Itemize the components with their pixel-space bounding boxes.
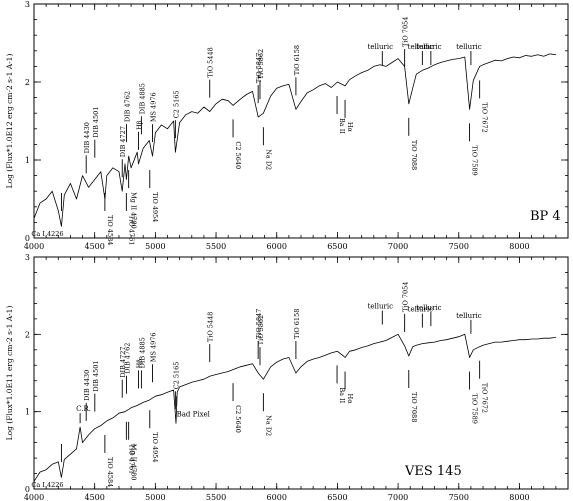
x-tick-label: 6000 bbox=[267, 493, 287, 501]
x-tick-label: 6500 bbox=[327, 242, 347, 251]
feature-label-top: TiO 6158 bbox=[293, 45, 301, 75]
x-tick-label: 7000 bbox=[388, 493, 408, 501]
feature-label-bottom: TiO 7589 bbox=[471, 394, 479, 424]
feature-label-top: DIB 4885 bbox=[138, 83, 146, 114]
y-tick-label: 1 bbox=[25, 408, 30, 417]
feature-label-top: telluric bbox=[456, 43, 482, 51]
feature-label-bottom: TiO 4584 bbox=[106, 457, 114, 487]
feature-label-top: DIB 4762 bbox=[123, 91, 131, 122]
annotation-label: Bad Pixel bbox=[177, 410, 211, 418]
y-tick-label: 0 bbox=[25, 485, 30, 494]
feature-label-top: MS 4976 bbox=[149, 92, 157, 122]
x-tick-label: 5000 bbox=[145, 493, 165, 501]
feature-label-top: telluric bbox=[456, 312, 482, 320]
feature-label-bottom: TiO 7589 bbox=[471, 145, 479, 175]
feature-label-top: DIB 4727 bbox=[119, 346, 127, 377]
feature-label-bottom: C2 5640 bbox=[234, 405, 242, 433]
feature-label-top: TiO 6158 bbox=[293, 309, 301, 339]
feature-label-top: DIB 4501 bbox=[92, 360, 100, 391]
x-tick-label: 4500 bbox=[85, 242, 105, 251]
feature-label-top: DIB 4762 bbox=[123, 343, 131, 374]
x-tick-label: 4500 bbox=[85, 493, 105, 501]
y-axis-label: Log (Flux*1.0E11 erg cm-2 s-1 A-1) bbox=[5, 306, 14, 441]
feature-label-bottom: TiO 7088 bbox=[410, 140, 418, 170]
feature-label-top: TiO 5862 bbox=[257, 315, 265, 345]
feature-label-top: C2 5165 bbox=[172, 362, 180, 390]
feature-label-top: DIB 4501 bbox=[92, 107, 100, 138]
spectrum-line-2 bbox=[33, 333, 556, 482]
x-tick-label: 4000 bbox=[24, 242, 44, 251]
feature-label-bottom: TiO 7672 bbox=[481, 383, 489, 413]
feature-label-top: telluric bbox=[416, 304, 442, 312]
feature-label-top: TiO 5862 bbox=[257, 49, 265, 79]
feature-label-top: MS 4976 bbox=[149, 332, 157, 362]
feature-label-bottom: Ba II bbox=[338, 387, 346, 403]
feature-label-bottom: TiO 4954 bbox=[151, 432, 159, 462]
object-label: VES 145 bbox=[404, 464, 462, 479]
feature-label-top: TiO 5847 bbox=[255, 53, 263, 83]
feature-label-top: Hβ bbox=[135, 359, 143, 369]
feature-label-top: TiO 7054 bbox=[402, 17, 410, 47]
y-tick-label: 3 bbox=[25, 253, 30, 262]
x-tick-label: 8000 bbox=[509, 493, 529, 501]
plot-frame-2 bbox=[33, 256, 569, 490]
feature-label-top: DIB 4727 bbox=[119, 126, 127, 157]
feature-label-bottom: TiO 4761 bbox=[127, 215, 135, 245]
x-tick-label: 5500 bbox=[206, 493, 226, 501]
feature-label-top: TiO 5448 bbox=[207, 47, 215, 77]
feature-label-top: telluric bbox=[408, 43, 434, 51]
x-tick-label: 6500 bbox=[327, 493, 347, 501]
x-tick-label: 8000 bbox=[509, 242, 529, 251]
x-tick-label: 7500 bbox=[449, 242, 469, 251]
y-tick-label: 2 bbox=[25, 330, 30, 339]
x-tick-label: 7000 bbox=[388, 242, 408, 251]
x-tick-label: 6000 bbox=[267, 242, 287, 251]
y-tick-label: 2 bbox=[25, 78, 30, 87]
y-tick-label: 0 bbox=[25, 234, 30, 243]
feature-label-bottom: TiO 4954 bbox=[151, 192, 159, 222]
feature-label-bottom: Ca I 4226 bbox=[31, 481, 63, 489]
feature-label-top: DIB 4430 bbox=[83, 122, 91, 153]
feature-label-bottom: TiO 4761 bbox=[127, 444, 135, 474]
feature-label-top: telluric bbox=[416, 43, 442, 51]
x-tick-label: 7500 bbox=[449, 493, 469, 501]
feature-label-bottom: Mg II 4780 bbox=[130, 192, 138, 229]
feature-label-bottom: C2 5640 bbox=[234, 141, 242, 169]
spectrum-line-1 bbox=[33, 53, 556, 227]
annotation-label: C.R. bbox=[76, 405, 91, 413]
feature-label-bottom: TiO 7672 bbox=[481, 102, 489, 132]
feature-label-bottom: Na D2 bbox=[264, 415, 272, 436]
feature-label-bottom: Hα bbox=[346, 122, 354, 133]
feature-label-bottom: TiO 4584 bbox=[106, 215, 114, 245]
feature-label-top: DIB 4885 bbox=[138, 337, 146, 368]
y-axis-label: Log (Flux*1.0E12 erg cm-2 s-1 A-1) bbox=[5, 54, 14, 189]
feature-label-bottom: Ba II bbox=[338, 118, 346, 134]
feature-label-bottom: TiO 7088 bbox=[410, 392, 418, 422]
x-tick-label: 4000 bbox=[24, 493, 44, 501]
feature-label-bottom: Na D2 bbox=[264, 149, 272, 170]
x-tick-label: 5000 bbox=[145, 242, 165, 251]
feature-label-top: TiO 5847 bbox=[255, 309, 263, 339]
feature-label-top: TiO 5448 bbox=[207, 312, 215, 342]
feature-label-bottom: Ca I 4226 bbox=[31, 230, 63, 238]
feature-label-bottom: Hα bbox=[346, 394, 354, 405]
x-tick-label: 5500 bbox=[206, 242, 226, 251]
feature-label-top: telluric bbox=[408, 306, 434, 314]
y-tick-label: 1 bbox=[25, 156, 30, 165]
feature-label-top: telluric bbox=[368, 43, 394, 51]
object-label: BP 4 bbox=[530, 209, 561, 224]
feature-label-top: Hβ bbox=[135, 120, 143, 130]
feature-label-top: TiO 7054 bbox=[402, 282, 410, 312]
feature-label-top: DIB 4430 bbox=[83, 370, 91, 401]
y-tick-label: 3 bbox=[25, 0, 30, 9]
feature-label-top: telluric bbox=[368, 303, 394, 311]
feature-label-bottom: Mg II 4780 bbox=[130, 444, 138, 481]
feature-label-top: C2 5165 bbox=[172, 90, 180, 118]
